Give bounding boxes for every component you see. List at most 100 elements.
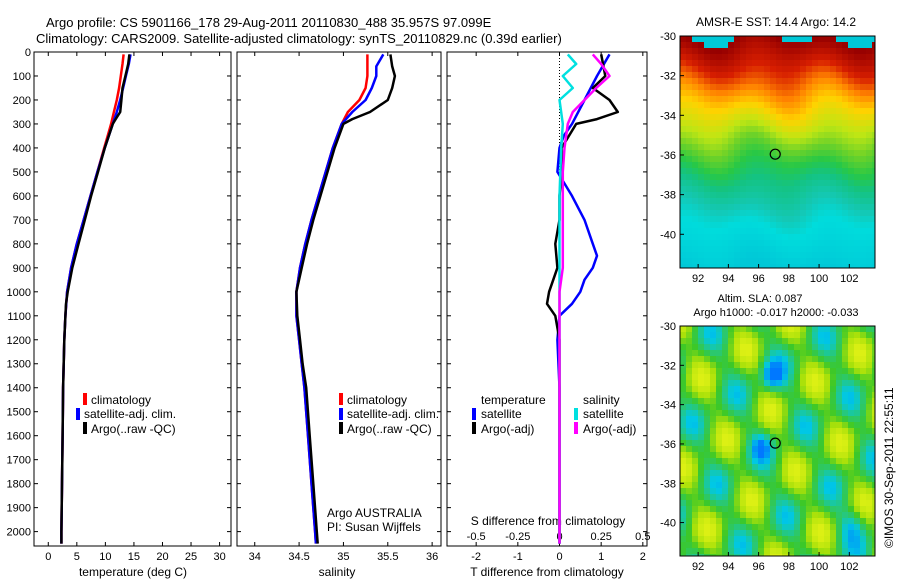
map-cell xyxy=(734,512,740,518)
map-cell xyxy=(680,470,686,476)
map-cell xyxy=(710,392,716,398)
map-cell xyxy=(824,326,830,332)
map-cell xyxy=(692,464,698,470)
map-cell xyxy=(824,216,830,222)
map-cell xyxy=(836,422,842,428)
map-cell xyxy=(818,108,824,114)
map-cell xyxy=(794,198,800,204)
map-cell xyxy=(836,180,842,186)
map-cell xyxy=(710,204,716,210)
map-cell xyxy=(764,258,770,264)
map-cell xyxy=(818,482,824,488)
map-cell xyxy=(836,380,842,386)
map-cell xyxy=(854,228,860,234)
map-cell xyxy=(866,240,872,246)
map-cell xyxy=(812,338,818,344)
map-cell xyxy=(722,458,728,464)
map-cell xyxy=(860,512,866,518)
map-cell xyxy=(818,138,824,144)
map-cell xyxy=(680,48,686,54)
map-cell xyxy=(710,398,716,404)
map-cell xyxy=(842,368,848,374)
map-cell xyxy=(872,60,875,66)
map-cell xyxy=(698,126,704,132)
map-cell xyxy=(854,150,860,156)
map-cell xyxy=(794,120,800,126)
map-cell xyxy=(794,476,800,482)
map-cell xyxy=(836,494,842,500)
map-cell xyxy=(770,350,776,356)
map-cell xyxy=(824,494,830,500)
map-cell xyxy=(824,524,830,530)
map-cell xyxy=(806,138,812,144)
map-cell xyxy=(740,440,746,446)
map-cell xyxy=(824,350,830,356)
map-cell xyxy=(800,464,806,470)
map-cell xyxy=(734,228,740,234)
map-cell xyxy=(692,452,698,458)
legend-swatch-t-argo xyxy=(472,422,476,434)
map-cell xyxy=(836,36,842,42)
map-cell xyxy=(848,488,854,494)
map-cell xyxy=(734,48,740,54)
map-cell xyxy=(854,464,860,470)
map-cell xyxy=(776,524,782,530)
map-cell xyxy=(764,338,770,344)
map-cell xyxy=(698,258,704,264)
map-cell xyxy=(776,168,782,174)
map-cell xyxy=(824,428,830,434)
map-cell xyxy=(776,536,782,542)
map-cell xyxy=(710,252,716,258)
map-cell xyxy=(752,240,758,246)
map-cell xyxy=(782,506,788,512)
map-cell xyxy=(686,210,692,216)
map-cell xyxy=(812,344,818,350)
map-cell xyxy=(692,404,698,410)
map-cell xyxy=(776,240,782,246)
map-cell xyxy=(848,258,854,264)
map-cell xyxy=(836,344,842,350)
map-cell xyxy=(692,144,698,150)
map-cell xyxy=(782,380,788,386)
map-cell xyxy=(848,368,854,374)
map-cell xyxy=(722,368,728,374)
map-cell xyxy=(788,120,794,126)
map-cell xyxy=(830,332,836,338)
map-cell xyxy=(836,78,842,84)
map-cell xyxy=(836,476,842,482)
map-cell xyxy=(710,434,716,440)
map-cell xyxy=(818,186,824,192)
map-cell xyxy=(680,506,686,512)
map-cell xyxy=(770,344,776,350)
map-cell xyxy=(812,234,818,240)
map-cell xyxy=(854,410,860,416)
map-cell xyxy=(686,548,692,554)
map-cell xyxy=(806,144,812,150)
map-cell xyxy=(800,482,806,488)
map-cell xyxy=(866,192,872,198)
map-cell xyxy=(746,198,752,204)
map-cell xyxy=(848,78,854,84)
map-cell xyxy=(698,84,704,90)
map-cell xyxy=(710,536,716,542)
map-cell xyxy=(692,150,698,156)
depth-tick-label: 500 xyxy=(13,167,31,179)
map-cell xyxy=(734,404,740,410)
map-cell xyxy=(740,332,746,338)
map-cell xyxy=(776,246,782,252)
map-cell xyxy=(686,108,692,114)
map-cell xyxy=(740,114,746,120)
map-cell xyxy=(734,554,740,556)
map-cell xyxy=(782,162,788,168)
map-cell xyxy=(824,150,830,156)
map-cell xyxy=(704,344,710,350)
map-cell xyxy=(842,530,848,536)
map-cell xyxy=(800,162,806,168)
map-cell xyxy=(830,90,836,96)
map-cell xyxy=(860,518,866,524)
map-cell xyxy=(872,380,875,386)
map-cell xyxy=(746,126,752,132)
map-cell xyxy=(710,258,716,264)
map-cell xyxy=(704,404,710,410)
map-cell xyxy=(782,404,788,410)
